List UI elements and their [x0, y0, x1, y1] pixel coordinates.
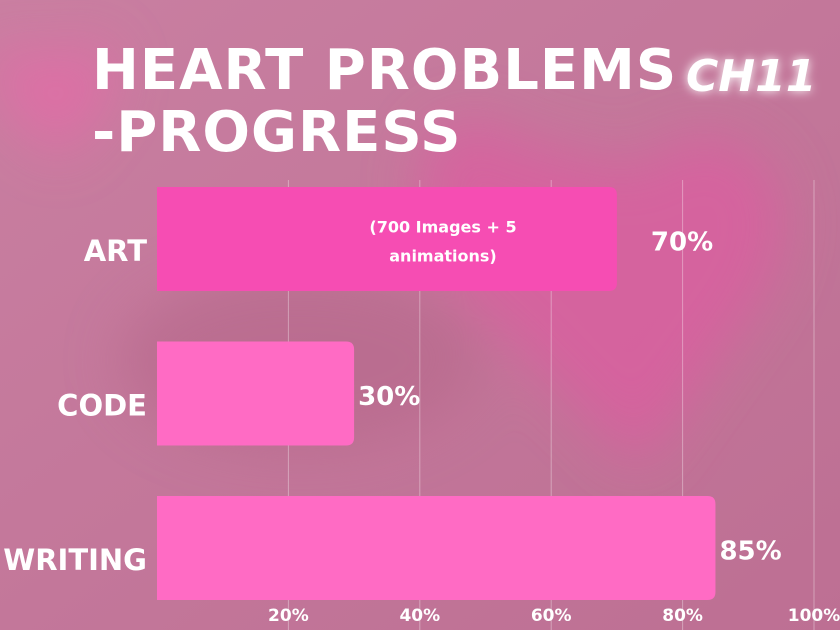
annotation: animations): [389, 247, 497, 266]
x-tick-label: 20%: [268, 606, 309, 626]
value-label: 85%: [719, 537, 781, 567]
annotation: (700 Images + 5: [369, 218, 516, 237]
x-tick-label: 100%: [788, 606, 840, 626]
bar: [157, 187, 617, 291]
chart-subtitle: CH11: [686, 51, 816, 102]
value-label: 70%: [651, 228, 713, 258]
plot: 20% 40% 60% 80% 100% 70% ART 30% CODE 85% WRITING (…: [3, 180, 840, 630]
bar: [157, 341, 355, 446]
y-tick-label: CODE: [57, 389, 147, 423]
bar: [157, 496, 716, 600]
value-label: 30%: [358, 382, 420, 412]
x-tick-label: 80%: [662, 606, 703, 626]
y-tick-label: WRITING: [3, 543, 147, 577]
x-tick-label: 60%: [531, 606, 572, 626]
chart-title: -PROGRESS: [92, 100, 462, 165]
chart-title: HEART PROBLEMS: [92, 38, 677, 103]
y-tick-label: ART: [84, 234, 147, 268]
x-tick-label: 40%: [399, 606, 440, 626]
